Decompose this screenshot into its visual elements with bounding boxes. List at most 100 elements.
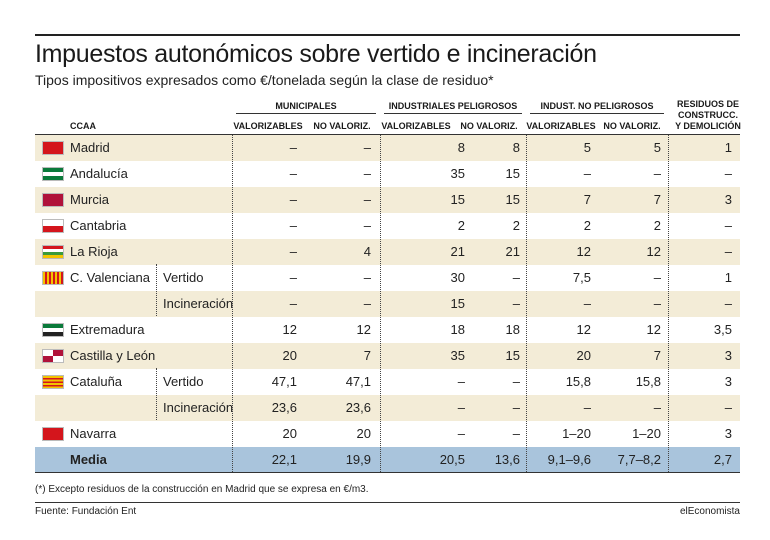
media-value-cell: 2,7 xyxy=(713,452,732,467)
source-label: Fuente: Fundación Ent xyxy=(35,506,137,517)
value-cell: 20 xyxy=(356,426,371,441)
value-cell: 3 xyxy=(724,426,732,441)
madrid-flag-icon xyxy=(42,141,64,155)
value-cell: – xyxy=(512,400,520,415)
value-cell: 8 xyxy=(457,140,465,155)
region-name: Andalucía xyxy=(70,166,128,181)
table-row: C. Valenciana Vertido – – 30 – 7,5 – 1 xyxy=(35,265,740,291)
media-row: Media 22,1 19,9 20,5 13,6 9,1–9,6 7,7–8,2 2,7 xyxy=(35,447,740,473)
table-row: Incineración – – 15 – – – – xyxy=(35,291,740,317)
group-rule-industriales xyxy=(384,113,522,114)
column-divider xyxy=(232,135,233,472)
top-rule xyxy=(35,34,740,36)
page-title: Impuestos autonómicos sobre vertido e in… xyxy=(35,40,597,68)
column-divider xyxy=(526,135,527,472)
value-cell: 15,8 xyxy=(635,374,661,389)
tax-type-label: Vertido xyxy=(163,374,204,389)
table-row: Cantabria – – 2 2 2 2 – xyxy=(35,213,740,239)
group-header-municipales: MUNICIPALES xyxy=(275,101,337,111)
rioja-flag-icon xyxy=(42,245,64,259)
value-cell: 18 xyxy=(450,322,465,337)
media-label: Media xyxy=(70,452,107,467)
value-cell: 47,1 xyxy=(345,374,371,389)
value-cell: – xyxy=(512,374,520,389)
region-name: La Rioja xyxy=(70,244,118,259)
value-cell: 5 xyxy=(653,140,661,155)
value-cell: 12 xyxy=(646,244,661,259)
media-value-cell: 22,1 xyxy=(271,452,297,467)
value-cell: 3 xyxy=(724,192,732,207)
value-cell: 15,8 xyxy=(565,374,591,389)
cataluna-flag-icon xyxy=(42,375,64,389)
value-cell: 3 xyxy=(724,348,732,363)
value-cell: 1–20 xyxy=(562,426,591,441)
value-cell: – xyxy=(653,166,661,181)
value-cell: 12 xyxy=(576,322,591,337)
value-cell: 35 xyxy=(450,348,465,363)
value-cell: – xyxy=(289,270,297,285)
group-header-residuos-line1: RESIDUOS DE xyxy=(676,99,739,109)
value-cell: – xyxy=(724,244,732,259)
value-cell: – xyxy=(289,244,297,259)
value-cell: – xyxy=(289,192,297,207)
value-cell: 12 xyxy=(576,244,591,259)
table-row: Navarra 20 20 – – 1–20 1–20 3 xyxy=(35,421,740,447)
column-divider xyxy=(668,135,669,472)
value-cell: 1 xyxy=(724,270,732,285)
value-cell: – xyxy=(363,192,371,207)
value-cell: – xyxy=(512,426,520,441)
value-cell: 23,6 xyxy=(271,400,297,415)
value-cell: 2 xyxy=(512,218,520,233)
group-rule-municipales xyxy=(236,113,376,114)
value-cell: 4 xyxy=(363,244,371,259)
tax-type-label: Incineración xyxy=(163,400,234,415)
media-value-cell: 9,1–9,6 xyxy=(547,452,591,467)
column-header-np-noval: NO VALORIZ. xyxy=(603,121,661,131)
tax-type-label: Vertido xyxy=(163,270,204,285)
value-cell: 1–20 xyxy=(632,426,661,441)
value-cell: – xyxy=(457,400,465,415)
region-name: C. Valenciana xyxy=(70,270,150,285)
region-name: Castilla y León xyxy=(70,348,156,363)
value-cell: – xyxy=(583,296,591,311)
page-subtitle: Tipos impositivos expresados como €/tone… xyxy=(35,72,494,88)
column-header-mun-val: VALORIZABLES xyxy=(233,121,303,131)
brand-label: elEconomista xyxy=(679,506,740,517)
valenciana-flag-icon xyxy=(42,271,64,285)
cantabria-flag-icon xyxy=(42,219,64,233)
value-cell: – xyxy=(289,166,297,181)
footer-rule xyxy=(35,502,740,503)
value-cell: 7 xyxy=(583,192,591,207)
table-row: Murcia – – 15 15 7 7 3 xyxy=(35,187,740,213)
value-cell: 2 xyxy=(457,218,465,233)
value-cell: 7 xyxy=(363,348,371,363)
value-cell: 3 xyxy=(724,374,732,389)
extremadura-flag-icon xyxy=(42,323,64,337)
value-cell: 15 xyxy=(505,192,520,207)
footnote: (*) Excepto residuos de la construcción … xyxy=(35,484,369,495)
bottom-rule xyxy=(35,472,740,473)
value-cell: 5 xyxy=(583,140,591,155)
table-row: Castilla y León 20 7 35 15 20 7 3 xyxy=(35,343,740,369)
region-name: Cataluña xyxy=(70,374,123,389)
group-header-residuos: RESIDUOS DE CONSTRUCC. Y DEMOLICIÓN xyxy=(668,99,748,132)
value-cell: – xyxy=(583,166,591,181)
value-cell: 2 xyxy=(583,218,591,233)
value-cell: – xyxy=(289,218,297,233)
murcia-flag-icon xyxy=(42,193,64,207)
column-header-mun-noval: NO VALORIZ. xyxy=(313,121,371,131)
value-cell: 12 xyxy=(282,322,297,337)
value-cell: 23,6 xyxy=(345,400,371,415)
value-cell: 1 xyxy=(724,140,732,155)
value-cell: – xyxy=(724,400,732,415)
value-cell: 8 xyxy=(512,140,520,155)
andalucia-flag-icon xyxy=(42,167,64,181)
value-cell: 7,5 xyxy=(572,270,591,285)
table-row: Cataluña Vertido 47,1 47,1 – – 15,8 15,8 3 xyxy=(35,369,740,395)
group-rule-no-peligrosos xyxy=(530,113,664,114)
group-header-residuos-line3: Y DEMOLICIÓN xyxy=(675,121,741,131)
table-row: Andalucía – – 35 15 – – – xyxy=(35,161,740,187)
value-cell: 21 xyxy=(450,244,465,259)
table-row: Incineración 23,6 23,6 – – – – – xyxy=(35,395,740,421)
value-cell: – xyxy=(724,218,732,233)
